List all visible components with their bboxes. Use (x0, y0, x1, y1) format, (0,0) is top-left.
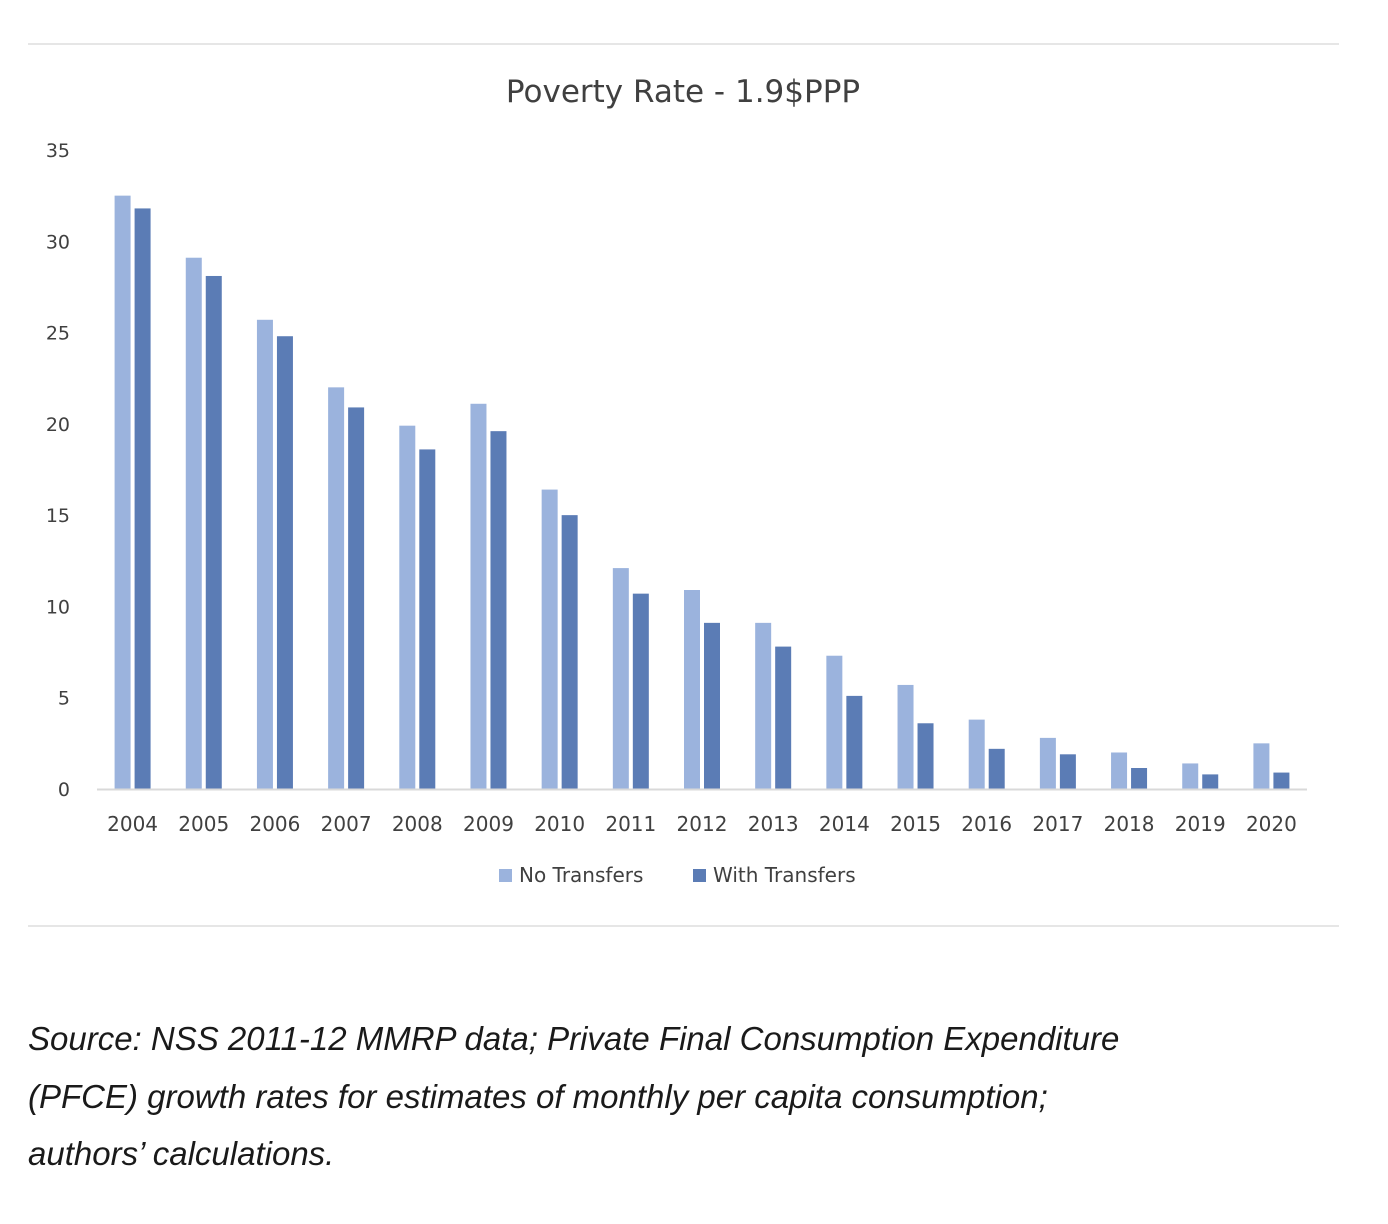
bar-group (612, 568, 649, 789)
x-tick-label: 2019 (1175, 812, 1226, 836)
x-tick-label: 2009 (463, 812, 514, 836)
x-tick-label: 2015 (890, 812, 941, 836)
bar-group (897, 684, 934, 789)
y-tick-label: 0 (58, 779, 70, 801)
legend-item: With Transfers (693, 863, 856, 887)
bar-with-transfers (632, 593, 649, 789)
bar-with-transfers (561, 515, 578, 789)
y-tick-label: 5 (58, 688, 70, 710)
bar-group (470, 403, 507, 789)
bar-with-transfers (1273, 772, 1290, 789)
bar-no-transfers (684, 589, 700, 789)
x-tick-label: 2007 (321, 812, 372, 836)
bar-no-transfers (1039, 737, 1056, 789)
bar-group (399, 425, 436, 789)
legend: No Transfers With Transfers (499, 863, 856, 887)
bar-with-transfers (490, 431, 507, 789)
bar-with-transfers (775, 646, 792, 789)
bar-with-transfers (1131, 768, 1148, 789)
bar-no-transfers (256, 319, 273, 789)
y-tick-label: 35 (46, 140, 70, 162)
bar-group (328, 387, 365, 789)
bar-no-transfers (897, 684, 914, 789)
x-tick-label: 2016 (961, 812, 1012, 836)
y-tick-label: 25 (46, 323, 70, 345)
bar-no-transfers (1253, 743, 1270, 789)
bar-with-transfers (846, 695, 863, 789)
legend-swatch (499, 869, 512, 882)
chart-title: Poverty Rate - 1.9$PPP (506, 74, 860, 110)
caption-line: authors’ calculations. (28, 1135, 335, 1172)
bar-with-transfers (988, 748, 1005, 789)
bar-with-transfers (1202, 774, 1219, 789)
bar-no-transfers (968, 719, 985, 789)
x-tick-label: 2018 (1104, 812, 1155, 836)
bar-no-transfers (328, 387, 345, 789)
bar-with-transfers (1059, 754, 1076, 789)
bar-no-transfers (1111, 752, 1128, 789)
figure-caption: Source: NSS 2011-12 MMRP data; Private F… (28, 1010, 1348, 1183)
top-divider (28, 43, 1339, 45)
legend-swatch (693, 869, 706, 882)
bar-with-transfers (704, 622, 720, 789)
bar-group (826, 655, 863, 789)
x-tick-label: 2011 (605, 812, 656, 836)
bars (114, 195, 1290, 790)
bar-group (541, 489, 578, 789)
x-tick-label: 2014 (819, 812, 870, 836)
bar-group (1039, 737, 1076, 789)
bar-no-transfers (541, 489, 558, 789)
legend-label: With Transfers (713, 863, 856, 887)
caption-line: Source: NSS 2011-12 MMRP data; Private F… (28, 1020, 1120, 1057)
bar-no-transfers (470, 403, 487, 789)
bar-group (968, 719, 1005, 789)
y-axis: 0 5 10 15 20 25 30 35 (46, 140, 70, 801)
bar-group (1182, 763, 1219, 789)
x-tick-label: 2005 (178, 812, 229, 836)
bar-no-transfers (399, 425, 416, 789)
x-tick-label: 2017 (1032, 812, 1083, 836)
bar-with-transfers (348, 407, 365, 789)
bar-group (256, 319, 293, 789)
x-tick-label: 2004 (107, 812, 158, 836)
x-tick-label: 2020 (1246, 812, 1297, 836)
bar-group (684, 589, 720, 789)
bar-group (1253, 743, 1290, 789)
y-tick-label: 20 (46, 414, 70, 436)
caption-line: (PFCE) growth rates for estimates of mon… (28, 1077, 1048, 1115)
x-tick-label: 2012 (677, 812, 728, 836)
bar-group (755, 622, 792, 789)
bar-no-transfers (1182, 763, 1199, 789)
x-axis: 2004 2005 2006 2007 2008 2009 2010 2011 2012 2013… (107, 812, 1297, 836)
bar-with-transfers (205, 275, 222, 789)
bottom-divider (28, 925, 1339, 927)
legend-item: No Transfers (499, 863, 643, 887)
bar-group (185, 257, 222, 789)
bar-group (114, 195, 151, 790)
bar-no-transfers (114, 195, 131, 790)
bar-with-transfers (419, 449, 436, 789)
y-tick-label: 30 (46, 231, 70, 253)
bar-with-transfers (917, 723, 934, 789)
x-tick-label: 2010 (534, 812, 585, 836)
x-tick-label: 2013 (748, 812, 799, 836)
legend-label: No Transfers (519, 863, 643, 887)
bar-no-transfers (185, 257, 202, 789)
bar-with-transfers (276, 336, 293, 789)
x-tick-label: 2008 (392, 812, 443, 836)
y-tick-label: 10 (46, 596, 70, 618)
y-tick-label: 15 (46, 505, 70, 527)
poverty-rate-chart: Poverty Rate - 1.9$PPP 0 5 10 15 20 25 30 35 20… (46, 74, 1307, 887)
bar-no-transfers (755, 622, 772, 789)
bar-no-transfers (612, 568, 629, 789)
bar-no-transfers (826, 655, 843, 789)
bar-with-transfers (134, 208, 151, 789)
bar-group (1111, 752, 1148, 789)
x-tick-label: 2006 (249, 812, 300, 836)
